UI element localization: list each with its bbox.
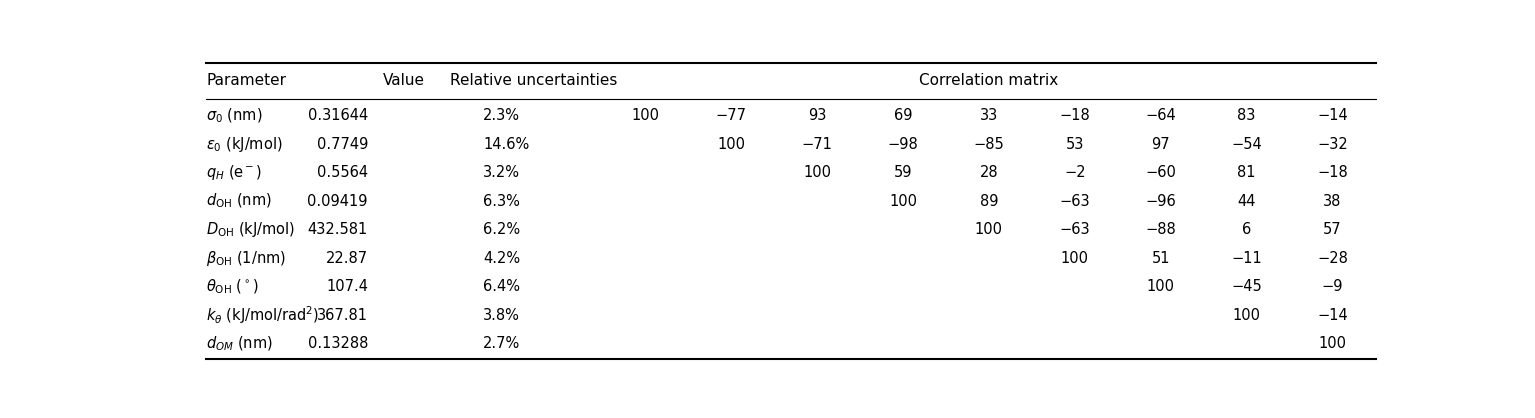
Text: −64: −64 (1145, 108, 1176, 123)
Text: $D_{\mathrm{OH}}$ (kJ/mol): $D_{\mathrm{OH}}$ (kJ/mol) (206, 220, 295, 239)
Text: 100: 100 (889, 194, 916, 209)
Text: 53: 53 (1065, 137, 1084, 152)
Text: $\theta_{\mathrm{OH}}$ ($^\circ$): $\theta_{\mathrm{OH}}$ ($^\circ$) (206, 277, 259, 296)
Text: −18: −18 (1317, 165, 1348, 180)
Text: 51: 51 (1151, 250, 1170, 265)
Text: 100: 100 (975, 222, 1002, 237)
Text: 2.7%: 2.7% (484, 336, 520, 351)
Text: −11: −11 (1231, 250, 1262, 265)
Text: −45: −45 (1231, 279, 1262, 294)
Text: −60: −60 (1145, 165, 1176, 180)
Text: 4.2%: 4.2% (484, 250, 520, 265)
Text: 6.3%: 6.3% (484, 194, 520, 209)
Text: 107.4: 107.4 (325, 279, 368, 294)
Text: Relative uncertainties: Relative uncertainties (450, 73, 617, 88)
Text: −96: −96 (1145, 194, 1176, 209)
Text: 0.09419: 0.09419 (307, 194, 368, 209)
Text: Value: Value (382, 73, 425, 88)
Text: 44: 44 (1237, 194, 1256, 209)
Text: Parameter: Parameter (206, 73, 286, 88)
Text: 97: 97 (1151, 137, 1170, 152)
Text: 2.3%: 2.3% (484, 108, 520, 123)
Text: −77: −77 (715, 108, 746, 123)
Text: −98: −98 (887, 137, 918, 152)
Text: −63: −63 (1059, 222, 1090, 237)
Text: −2: −2 (1064, 165, 1085, 180)
Text: 28: 28 (979, 165, 998, 180)
Text: 59: 59 (893, 165, 912, 180)
Text: −88: −88 (1145, 222, 1176, 237)
Text: 100: 100 (631, 108, 659, 123)
Text: −14: −14 (1317, 308, 1348, 323)
Text: 367.81: 367.81 (316, 308, 368, 323)
Text: 100: 100 (717, 137, 744, 152)
Text: Correlation matrix: Correlation matrix (919, 73, 1059, 88)
Text: $\sigma_0$ (nm): $\sigma_0$ (nm) (206, 107, 262, 125)
Text: 81: 81 (1237, 165, 1256, 180)
Text: −14: −14 (1317, 108, 1348, 123)
Text: −28: −28 (1317, 250, 1348, 265)
Text: 38: 38 (1323, 194, 1342, 209)
Text: 6: 6 (1242, 222, 1251, 237)
Text: −63: −63 (1059, 194, 1090, 209)
Text: $\beta_{\mathrm{OH}}$ (1/nm): $\beta_{\mathrm{OH}}$ (1/nm) (206, 249, 286, 268)
Text: 69: 69 (893, 108, 912, 123)
Text: 3.8%: 3.8% (484, 308, 520, 323)
Text: 33: 33 (979, 108, 998, 123)
Text: 57: 57 (1323, 222, 1342, 237)
Text: 83: 83 (1237, 108, 1256, 123)
Text: 100: 100 (1061, 250, 1088, 265)
Text: $d_{OM}$ (nm): $d_{OM}$ (nm) (206, 334, 273, 353)
Text: 93: 93 (807, 108, 826, 123)
Text: −9: −9 (1322, 279, 1343, 294)
Text: 14.6%: 14.6% (484, 137, 530, 152)
Text: 100: 100 (1233, 308, 1260, 323)
Text: −18: −18 (1059, 108, 1090, 123)
Text: 6.4%: 6.4% (484, 279, 520, 294)
Text: 100: 100 (1319, 336, 1346, 351)
Text: 89: 89 (979, 194, 998, 209)
Text: 0.31644: 0.31644 (307, 108, 368, 123)
Text: $k_\theta$ (kJ/mol/rad$^2$): $k_\theta$ (kJ/mol/rad$^2$) (206, 304, 319, 326)
Text: 0.13288: 0.13288 (307, 336, 368, 351)
Text: 100: 100 (1147, 279, 1174, 294)
Text: 3.2%: 3.2% (484, 165, 520, 180)
Text: $q_H$ (e$^-$): $q_H$ (e$^-$) (206, 163, 262, 182)
Text: 22.87: 22.87 (325, 250, 368, 265)
Text: −54: −54 (1231, 137, 1262, 152)
Text: $\varepsilon_0$ (kJ/mol): $\varepsilon_0$ (kJ/mol) (206, 135, 282, 154)
Text: 6.2%: 6.2% (484, 222, 520, 237)
Text: $d_{\mathrm{OH}}$ (nm): $d_{\mathrm{OH}}$ (nm) (206, 192, 272, 210)
Text: −71: −71 (801, 137, 832, 152)
Text: −32: −32 (1317, 137, 1348, 152)
Text: 0.7749: 0.7749 (316, 137, 368, 152)
Text: 0.5564: 0.5564 (316, 165, 368, 180)
Text: 100: 100 (803, 165, 830, 180)
Text: 432.581: 432.581 (307, 222, 368, 237)
Text: −85: −85 (973, 137, 1004, 152)
